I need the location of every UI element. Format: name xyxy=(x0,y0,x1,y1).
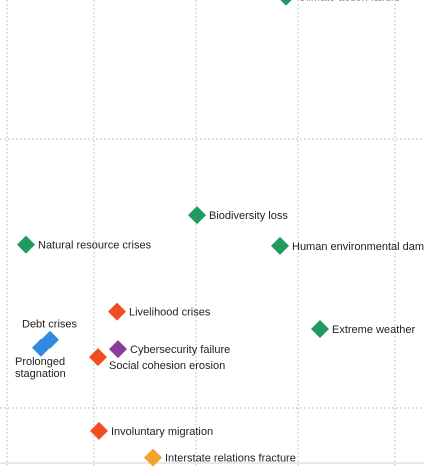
risk-marker-involuntary-migration xyxy=(90,421,108,440)
risk-marker-climate-action-failure xyxy=(280,0,292,6)
risk-label-biodiversity-loss: Biodiversity loss xyxy=(209,210,288,222)
risk-marker-biodiversity-loss xyxy=(188,206,206,225)
risk-labels: Infectious diseasesClimate action failur… xyxy=(15,0,424,465)
risk-marker-extreme-weather xyxy=(311,320,329,338)
risk-label-climate-action-failure: Climate action failure xyxy=(298,0,401,4)
risk-label-involuntary-migration: Involuntary migration xyxy=(111,426,213,438)
risk-marker-livelihood-crises xyxy=(108,302,126,321)
risk-marker-interstate-relations-fracture xyxy=(144,448,162,467)
risk-label-prolonged-stagnation: Prolonged stagnation xyxy=(15,356,66,380)
risk-label-debt-crises: Debt crises xyxy=(22,319,78,331)
risk-label-cybersecurity-failure: Cybersecurity failure xyxy=(130,344,230,356)
risk-marker-prolonged-stagnation xyxy=(32,338,50,357)
risk-label-social-cohesion-erosion: Social cohesion erosion xyxy=(109,360,225,372)
risk-label-natural-resource-crises: Natural resource crises xyxy=(38,240,152,252)
risk-marker-human-environmental-damage xyxy=(271,236,289,255)
risk-label-extreme-weather: Extreme weather xyxy=(332,324,415,336)
risk-marker-natural-resource-crises xyxy=(17,235,35,254)
risk-markers xyxy=(17,0,329,467)
risk-label-livelihood-crises: Livelihood crises xyxy=(129,307,211,319)
risk-label-human-environmental-damage: Human environmental damage xyxy=(292,241,424,253)
risk-marker-social-cohesion-erosion xyxy=(89,348,107,367)
risk-label-interstate-relations-fracture: Interstate relations fracture xyxy=(165,453,296,465)
risk-marker-cybersecurity-failure xyxy=(109,340,127,359)
